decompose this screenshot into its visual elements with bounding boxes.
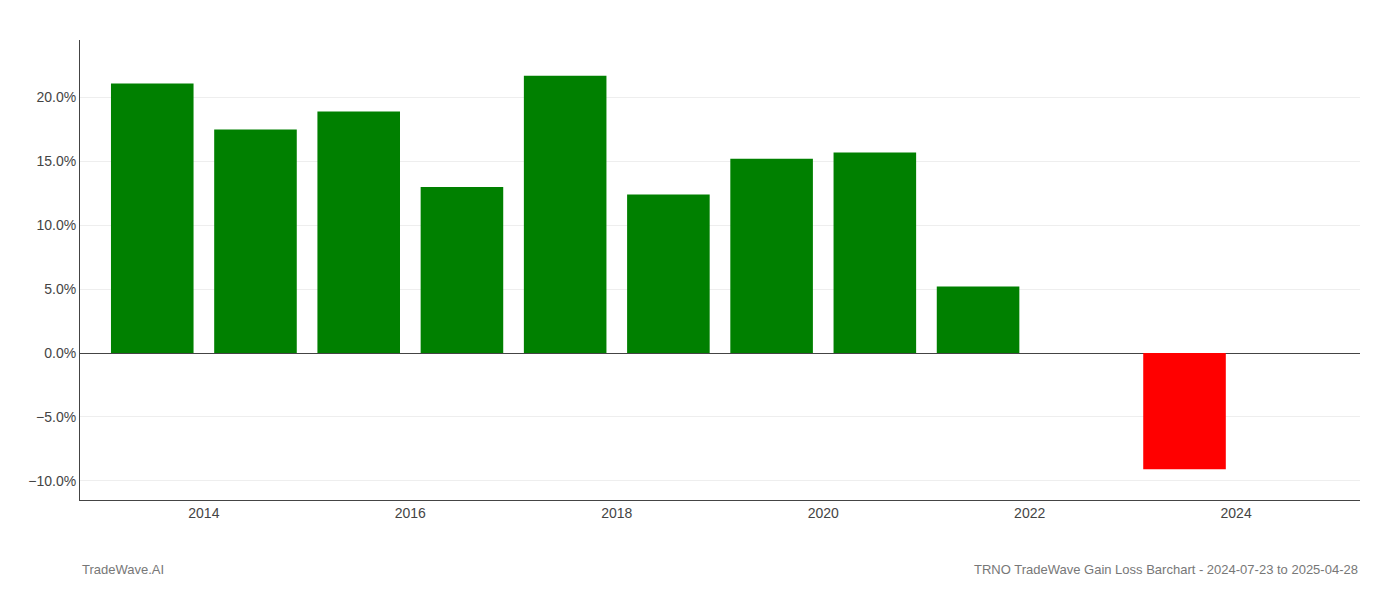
svg-text:2020: 2020 — [808, 505, 839, 521]
svg-text:−10.0%: −10.0% — [28, 473, 76, 489]
svg-text:2014: 2014 — [188, 505, 219, 521]
svg-text:15.0%: 15.0% — [36, 153, 76, 169]
svg-text:2024: 2024 — [1221, 505, 1252, 521]
svg-text:TradeWave.AI: TradeWave.AI — [82, 562, 164, 577]
svg-text:5.0%: 5.0% — [44, 281, 76, 297]
svg-text:TRNO TradeWave Gain Loss Barch: TRNO TradeWave Gain Loss Barchart - 2024… — [974, 562, 1358, 577]
svg-text:−5.0%: −5.0% — [36, 409, 76, 425]
svg-text:10.0%: 10.0% — [36, 217, 76, 233]
svg-text:0.0%: 0.0% — [44, 345, 76, 361]
svg-text:2022: 2022 — [1014, 505, 1045, 521]
svg-text:2018: 2018 — [601, 505, 632, 521]
svg-text:20.0%: 20.0% — [36, 89, 76, 105]
svg-text:2016: 2016 — [395, 505, 426, 521]
